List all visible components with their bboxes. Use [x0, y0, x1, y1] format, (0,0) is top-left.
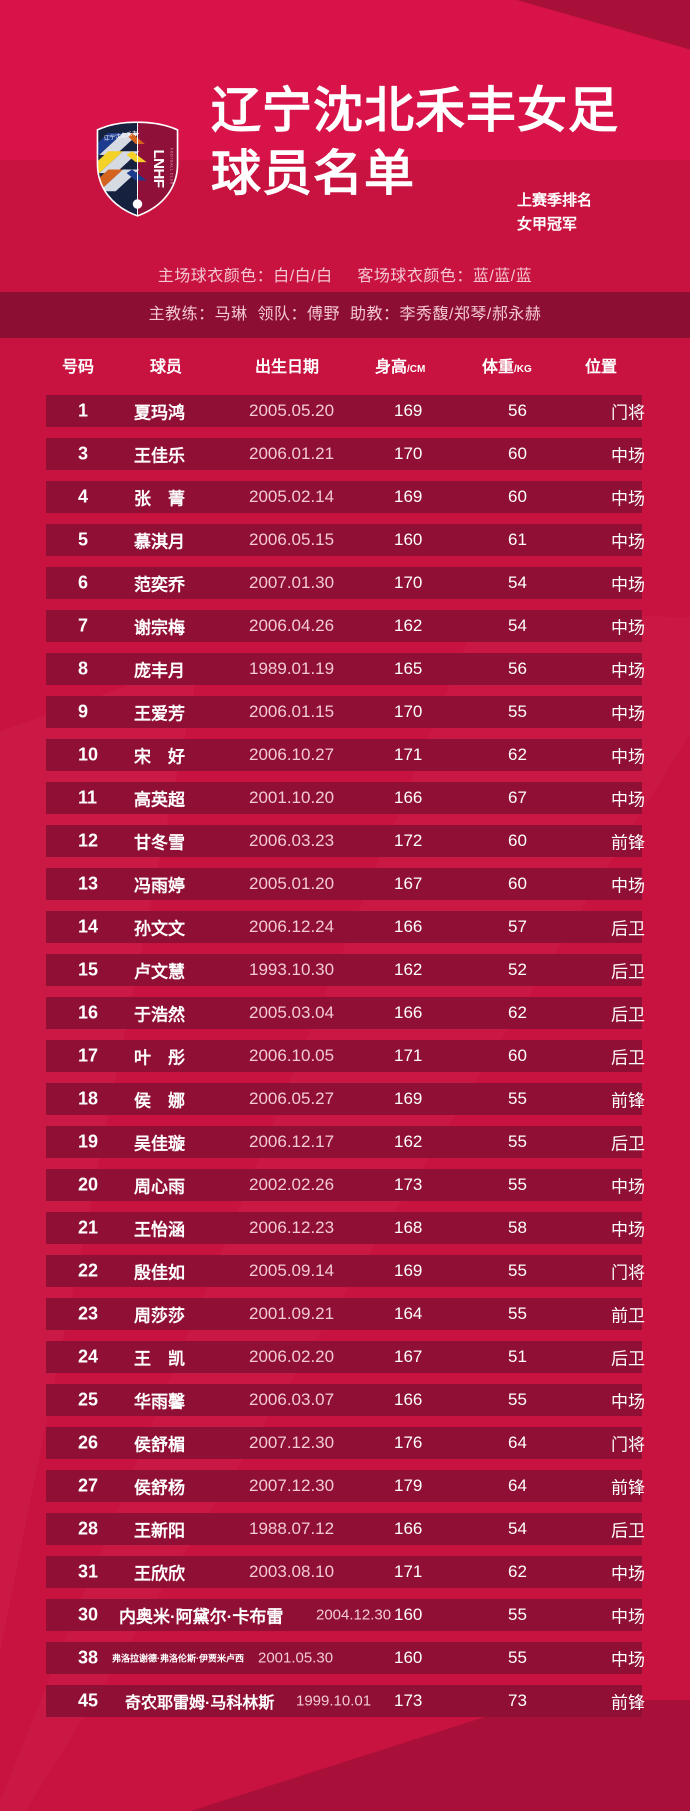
svg-text:FOOTBALL CLUB: FOOTBALL CLUB: [169, 148, 173, 185]
svg-text:LNHF: LNHF: [150, 149, 167, 187]
